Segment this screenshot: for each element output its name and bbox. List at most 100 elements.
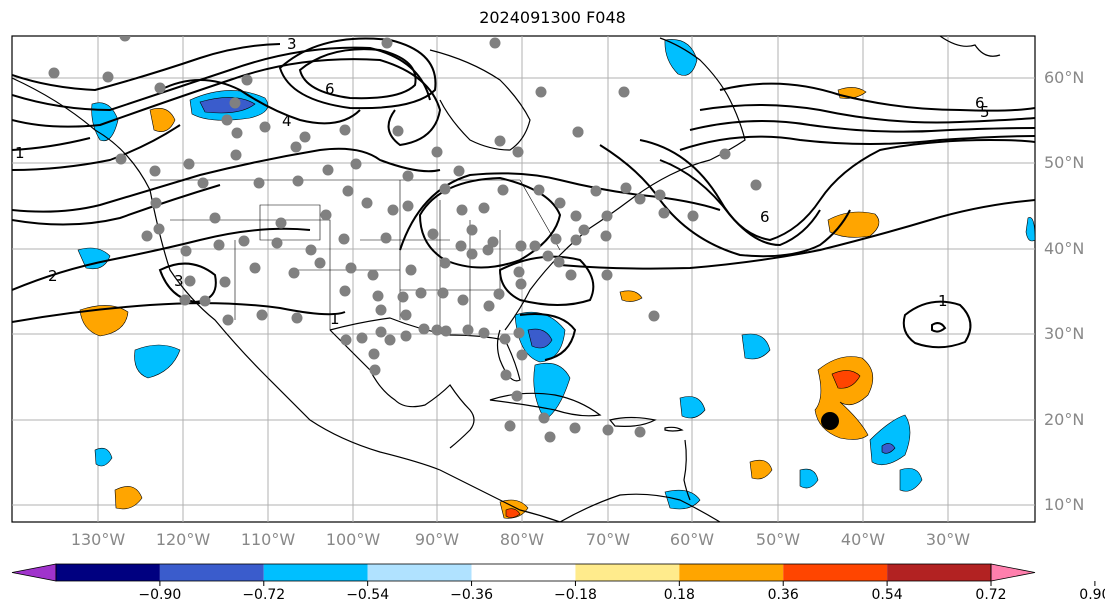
station-dot (375, 304, 387, 316)
station-dot (542, 250, 554, 262)
station-dot (229, 97, 241, 109)
station-dot (380, 232, 392, 244)
station-dot (322, 164, 334, 176)
station-dot (213, 239, 225, 251)
station-dot (48, 67, 60, 79)
colorbar-extend-high (990, 563, 1036, 582)
colorbar-tick-label: 0.18 (664, 587, 695, 603)
station-dot (340, 334, 352, 346)
station-dot (634, 426, 646, 438)
colorbar-extend-low (11, 563, 57, 582)
station-dot (601, 210, 613, 222)
hispaniola (608, 416, 657, 427)
station-dot (439, 183, 451, 195)
station-dot (535, 86, 547, 98)
lat-label: 40°N (1044, 239, 1084, 258)
station-dot (499, 333, 511, 345)
station-dot (515, 240, 527, 252)
station-dot (338, 233, 350, 245)
colorbar-tick-label: 0.72 (975, 587, 1006, 603)
station-dot (418, 323, 430, 335)
station-dot (455, 240, 467, 252)
station-dot (197, 177, 209, 189)
station-dot (402, 200, 414, 212)
station-dot (497, 184, 509, 196)
contour-label: 1 (15, 144, 25, 162)
blue-area-atl4 (899, 468, 923, 492)
contour-1-west (12, 184, 221, 226)
station-dot (356, 332, 368, 344)
station-dot (570, 210, 582, 222)
contour-label: 1 (938, 292, 948, 310)
station-dot (602, 424, 614, 436)
station-dot (565, 269, 577, 281)
station-dot (457, 294, 469, 306)
contour-4-north (159, 79, 361, 125)
contour-3-north (12, 43, 281, 92)
station-dot (431, 324, 443, 336)
station-dot (292, 175, 304, 187)
station-dot (397, 291, 409, 303)
station-dot (141, 230, 153, 242)
station-dot (392, 125, 404, 137)
station-dot (462, 324, 474, 336)
contour-2-sw (12, 227, 311, 291)
contour-ring-6 (298, 48, 417, 100)
station-dot (654, 189, 666, 201)
contour-3-low (158, 262, 217, 304)
station-dot (439, 257, 451, 269)
station-dot (249, 262, 261, 274)
colorbar-tick-label: 0.36 (768, 587, 799, 603)
station-dot (440, 325, 452, 337)
station-dot (299, 131, 311, 143)
colorbar-tick-label: −0.18 (554, 587, 597, 603)
station-dot (500, 369, 512, 381)
contour-label: 3 (174, 272, 184, 290)
station-dot (634, 193, 646, 205)
blue-area-atl2 (679, 396, 706, 419)
station-dot (231, 127, 243, 139)
latitude-labels: 60°N 50°N 40°N 30°N 20°N 10°N (1044, 68, 1084, 514)
south-america (559, 493, 721, 522)
lon-label: 80°W (500, 530, 544, 549)
contour-label: 2 (48, 267, 58, 285)
lon-label: 110°W (241, 530, 296, 549)
contour-6-atl (679, 135, 1035, 151)
contour-5-west (12, 124, 181, 171)
blue-core-atl3 (881, 443, 896, 454)
contour-label: 3 (287, 35, 297, 53)
lat-label: 10°N (1044, 495, 1084, 514)
colorbar-segment (263, 564, 368, 581)
station-dot (511, 390, 523, 402)
puerto-rico (664, 426, 684, 432)
greenland (939, 36, 1001, 57)
station-dot (368, 348, 380, 360)
station-dot (544, 431, 556, 443)
station-dot (515, 278, 527, 290)
blue-area-pac3 (94, 447, 113, 467)
colorbar-segment (679, 564, 784, 581)
station-dot (453, 165, 465, 177)
orange-area-atl (827, 211, 880, 238)
colorbar-segment (56, 564, 160, 581)
station-dot (290, 141, 302, 153)
shaded-anomalies (77, 39, 1035, 519)
station-dot (275, 217, 287, 229)
blue-area-atl1 (741, 333, 771, 360)
station-dot (288, 267, 300, 279)
station-dot (494, 135, 506, 147)
station-dot (513, 266, 525, 278)
station-dot (487, 236, 499, 248)
blue-area-carib (664, 489, 701, 510)
blue-area-pac2 (134, 344, 181, 379)
station-dot (119, 36, 131, 42)
lon-label: 30°W (926, 530, 970, 549)
station-dot (437, 287, 449, 299)
lat-label: 50°N (1044, 153, 1084, 172)
station-dot (384, 334, 396, 346)
station-dot (350, 158, 362, 170)
station-dot (456, 204, 468, 216)
station-dot (241, 74, 253, 86)
contour-label: 6 (325, 80, 335, 98)
colorbar-segment (367, 564, 472, 581)
